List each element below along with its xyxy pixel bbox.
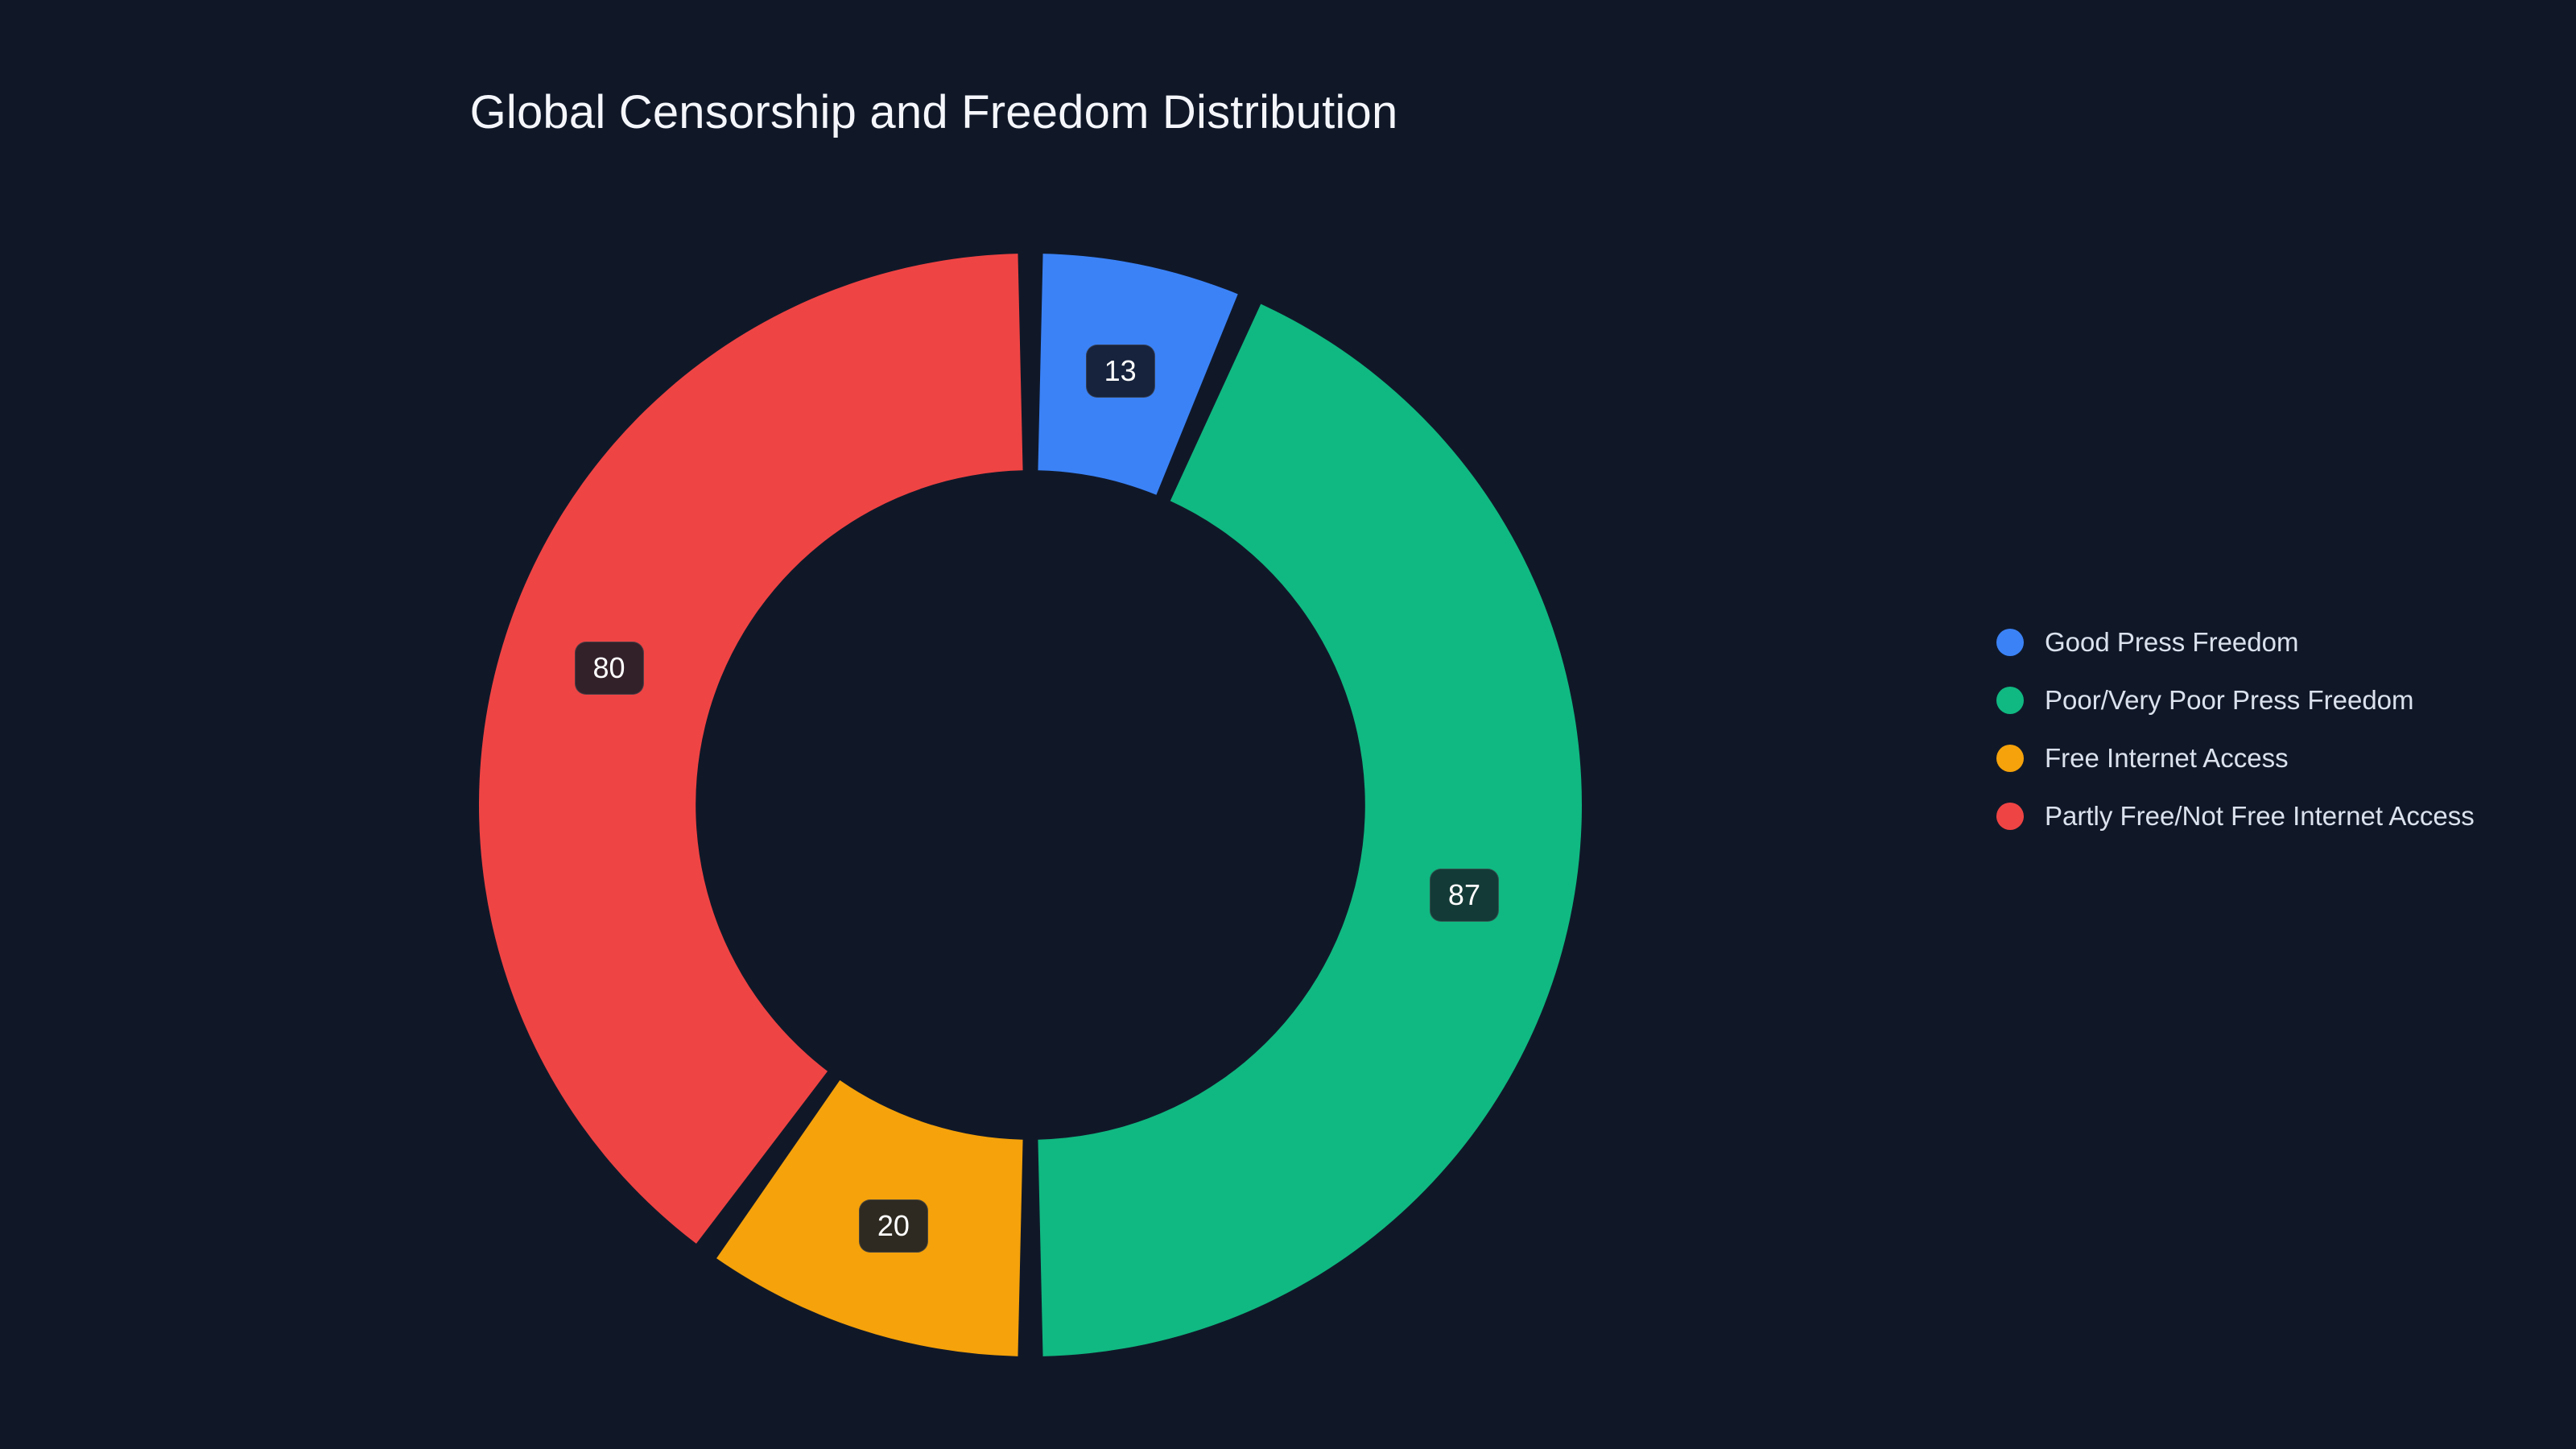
- donut-plot-area: 13 87 20 80: [451, 225, 1610, 1385]
- donut-svg: [479, 254, 1582, 1356]
- legend-swatch-icon: [1996, 629, 2024, 656]
- legend: Good Press Freedom Poor/Very Poor Press F…: [1996, 613, 2528, 845]
- legend-item-label: Free Internet Access: [2045, 743, 2289, 773]
- legend-item[interactable]: Good Press Freedom: [1996, 613, 2528, 671]
- chart-title: Global Censorship and Freedom Distributi…: [469, 86, 1398, 138]
- legend-item-label: Good Press Freedom: [2045, 627, 2299, 657]
- donut-slices: [479, 254, 1582, 1356]
- slice-value-label: 13: [1085, 345, 1155, 398]
- legend-item-label: Poor/Very Poor Press Freedom: [2045, 685, 2414, 715]
- legend-item[interactable]: Partly Free/Not Free Internet Access: [1996, 787, 2528, 845]
- legend-item[interactable]: Poor/Very Poor Press Freedom: [1996, 671, 2528, 729]
- legend-swatch-icon: [1996, 745, 2024, 772]
- slice-value-label: 87: [1429, 868, 1499, 922]
- slice-value-label: 80: [574, 641, 644, 695]
- donut-slice[interactable]: [479, 254, 1023, 1244]
- legend-item[interactable]: Free Internet Access: [1996, 729, 2528, 787]
- legend-swatch-icon: [1996, 803, 2024, 830]
- legend-item-label: Partly Free/Not Free Internet Access: [2045, 801, 2475, 831]
- donut-slice[interactable]: [1038, 303, 1582, 1356]
- legend-swatch-icon: [1996, 687, 2024, 714]
- slice-value-label: 20: [858, 1199, 928, 1253]
